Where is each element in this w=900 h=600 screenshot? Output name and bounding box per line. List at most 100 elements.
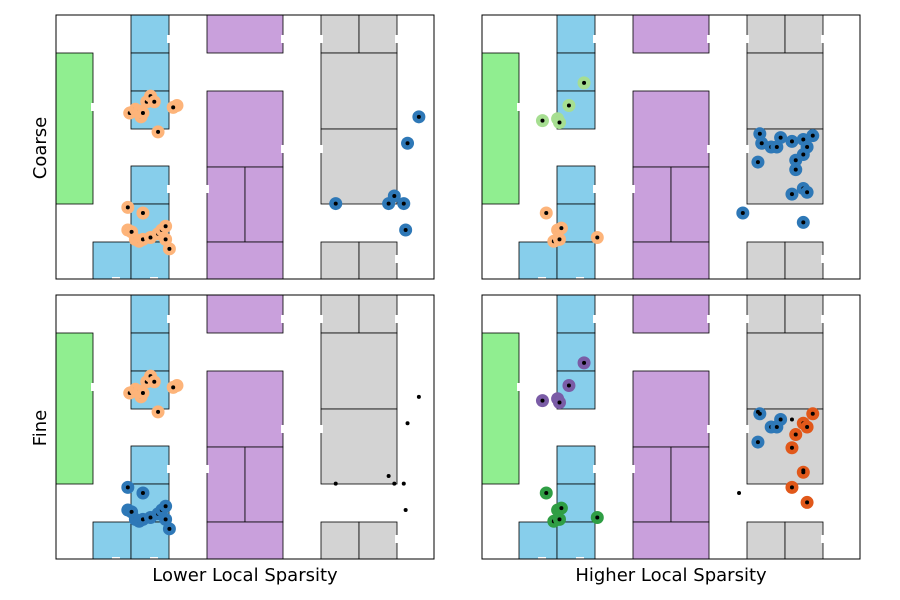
row-label-coarse: Coarse: [30, 117, 51, 179]
door-gap: [281, 145, 285, 153]
door-gap: [707, 35, 711, 43]
room-gray: [320, 294, 360, 334]
data-point: [129, 229, 134, 234]
door-gap: [205, 465, 209, 473]
room-gray: [746, 14, 786, 54]
room-blue: [130, 332, 170, 372]
data-point: [557, 400, 562, 405]
room-green: [55, 52, 94, 205]
room-green: [481, 52, 520, 205]
data-point: [801, 137, 806, 142]
data-point: [392, 194, 397, 199]
data-point: [810, 133, 815, 138]
room-blue: [92, 521, 132, 560]
door-gap: [707, 425, 711, 433]
room-blue: [130, 14, 170, 54]
room-gray: [358, 294, 398, 334]
room-blue: [556, 294, 596, 334]
room-gray: [746, 52, 824, 130]
data-point: [163, 224, 168, 229]
door-gap: [745, 315, 749, 323]
data-point: [163, 517, 168, 522]
door-gap: [707, 145, 711, 153]
data-point: [403, 227, 408, 232]
room-blue: [130, 294, 170, 334]
door-gap: [167, 465, 171, 473]
room-blue: [556, 521, 596, 560]
room-purple: [244, 166, 284, 243]
room-blue: [518, 521, 558, 560]
data-point: [778, 417, 783, 422]
room-gray: [320, 332, 398, 410]
room-purple: [670, 446, 710, 523]
data-point: [386, 474, 391, 479]
door-gap: [281, 425, 285, 433]
data-point: [125, 485, 130, 490]
door-gap: [745, 145, 749, 153]
panel-4: [481, 294, 861, 561]
data-point: [759, 141, 764, 146]
door-gap: [593, 35, 597, 43]
room-gray: [784, 14, 824, 54]
room-gray: [746, 241, 786, 280]
plot-frame: [481, 14, 861, 280]
door-gap: [395, 535, 399, 543]
room-gray: [320, 14, 360, 54]
room-purple: [632, 446, 672, 523]
data-point: [140, 517, 145, 522]
room-blue: [130, 445, 170, 485]
door-gap: [205, 185, 209, 193]
room-purple: [206, 521, 284, 560]
data-point: [566, 103, 571, 108]
data-point: [333, 481, 338, 486]
door-gap: [821, 535, 825, 543]
door-gap: [593, 315, 597, 323]
room-purple: [206, 446, 246, 523]
data-point: [805, 190, 810, 195]
room-purple: [632, 166, 672, 243]
data-point: [566, 383, 571, 388]
room-gray: [320, 128, 398, 205]
room-gray: [746, 521, 786, 560]
door-gap: [395, 35, 399, 43]
data-point: [401, 201, 406, 206]
data-point: [140, 111, 145, 116]
data-point: [793, 432, 798, 437]
door-gap: [631, 185, 635, 193]
data-point: [595, 515, 600, 520]
data-point: [333, 201, 338, 206]
door-gap: [319, 315, 323, 323]
door-gap: [821, 255, 825, 263]
data-point: [416, 114, 421, 119]
room-gray: [784, 521, 824, 560]
data-point: [740, 211, 745, 215]
room-purple: [206, 166, 246, 243]
data-point: [757, 131, 762, 136]
data-point: [789, 485, 794, 490]
data-point: [156, 129, 161, 134]
data-point: [171, 105, 176, 110]
panel-3: [55, 294, 435, 561]
door-gap: [395, 255, 399, 263]
data-point: [801, 152, 806, 157]
data-point: [793, 158, 798, 163]
data-point: [810, 411, 815, 416]
door-gap: [517, 103, 521, 111]
room-purple: [206, 90, 284, 168]
door-gap: [167, 35, 171, 43]
door-gap: [319, 145, 323, 153]
room-gray: [358, 521, 398, 560]
data-point: [152, 379, 157, 384]
room-gray: [320, 52, 398, 130]
data-point: [152, 99, 157, 104]
room-gray: [320, 241, 360, 280]
room-blue: [130, 52, 170, 92]
room-purple: [632, 294, 710, 334]
plot-frame: [55, 14, 435, 280]
data-point: [557, 120, 562, 125]
room-gray: [784, 294, 824, 334]
data-point: [401, 481, 406, 486]
data-point: [737, 491, 742, 495]
room-purple: [632, 241, 710, 280]
